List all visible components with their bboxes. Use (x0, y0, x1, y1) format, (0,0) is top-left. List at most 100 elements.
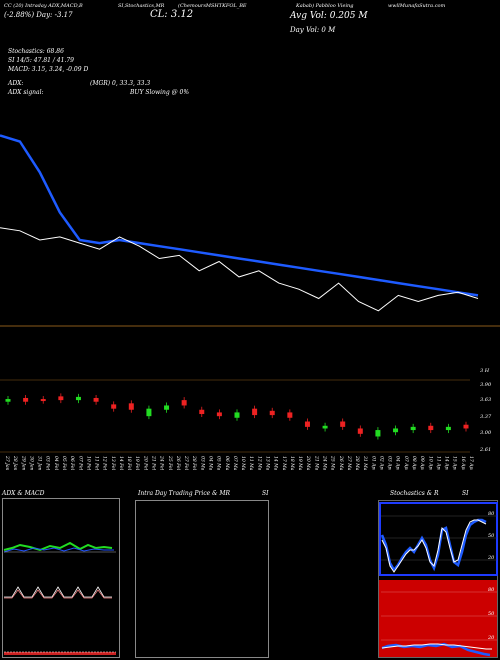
adx-readout-label: ADX: (8, 80, 24, 87)
price-line (0, 227, 479, 312)
candle-body (146, 408, 152, 417)
avg-volume: Avg Vol: 0.205 M (290, 11, 368, 21)
date-label: 18 Feb (126, 456, 132, 470)
date-label: 07 Feb (77, 456, 83, 470)
macd-readout: MACD: 3.15, 3.24, -0.09 D (8, 66, 89, 73)
close-price: CL: 3.12 (150, 9, 194, 20)
candle-body (164, 405, 170, 410)
price-axis-top-label: 3 H (480, 368, 490, 374)
stoch-panel (378, 500, 498, 658)
date-labels-group: 27 Jan 28 Jan 29 Jan 30 Jan 31 Jan 03 Feb 04 F… (4, 455, 474, 470)
date-label: 05 Feb (61, 456, 67, 470)
date-label: 31 Jan (37, 456, 43, 470)
date-label: 12 Feb (102, 456, 108, 470)
candle-body (5, 399, 11, 402)
main-chart: 27 Jan 28 Jan 29 Jan 30 Jan 31 Jan 03 Feb 04 F… (0, 134, 500, 470)
candle-body (199, 409, 205, 415)
date-label: 15 Apr (452, 456, 458, 470)
date-label: 20 Feb (142, 455, 148, 470)
date-label: 13 Mar (264, 456, 270, 470)
date-label: 09 Apr (419, 456, 425, 470)
date-label: 05 Mar (216, 456, 222, 470)
candle-body (287, 412, 293, 418)
stoch-tick-20: 20 (488, 555, 495, 561)
candle-body (111, 404, 117, 409)
date-label: 28 Mar (354, 455, 360, 470)
candle-body (428, 425, 434, 431)
candle-body (269, 410, 275, 416)
date-label: 10 Mar (240, 456, 246, 470)
candle-body (93, 397, 99, 402)
date-label: 01 Apr (370, 456, 376, 470)
date-label: 28 Feb (191, 455, 197, 470)
candle-body (375, 430, 381, 437)
date-label: 26 Mar (338, 455, 344, 470)
date-label: 19 Feb (134, 456, 140, 470)
mgr-readout: (MGR) 0, 33.3, 33.3 (90, 80, 151, 87)
date-label: 17 Apr (468, 456, 474, 470)
date-label: 02 Apr (378, 456, 384, 470)
rsi-tick-80: 80 (488, 587, 495, 593)
adx-panel-title: ADX & MACD (2, 490, 45, 497)
header-title-part-1: CC (20) Intraday ADX,MACD,B (4, 3, 83, 9)
date-label: 11 Feb (94, 456, 100, 470)
date-label: 06 Feb (69, 456, 75, 470)
candle-body (23, 397, 29, 402)
date-label: 31 Mar (362, 456, 368, 470)
date-label: 11 Mar (248, 456, 254, 470)
intraday-panel (135, 500, 269, 658)
candle-body (252, 408, 258, 416)
date-label: 13 Feb (110, 456, 116, 470)
date-label: 16 Apr (460, 456, 466, 470)
header-title-part-4: Kabab) Pabbloo Vieing (296, 3, 354, 9)
date-label: 18 Mar (289, 456, 295, 470)
intraday-panel-title: Intra Day Trading Price & MR (138, 490, 231, 497)
date-label: 30 Jan (28, 456, 34, 470)
date-label: 14 Apr (444, 456, 450, 470)
candle-body (128, 403, 134, 410)
header-title-part-2: SI,Stochastics,MR (118, 3, 165, 9)
stoch-panel-title: Stochastics & R (390, 490, 439, 497)
date-label: 21 Feb (151, 455, 157, 470)
date-label: 04 Mar (208, 456, 214, 470)
candle-body (322, 425, 328, 429)
si-readout: SI 14/5: 47.81 / 41.79 (8, 57, 74, 64)
day-volume: Day Vol: 0 M (290, 26, 336, 34)
adx-signal-label: ADX signal: (8, 89, 44, 96)
price-axis-label-1: 3.90 (480, 382, 492, 388)
price-axis-label-2: 3.63 (480, 397, 492, 403)
date-label: 06 Mar (224, 456, 230, 470)
date-label: 24 Feb (159, 455, 165, 470)
candle-body (357, 428, 363, 434)
candle-body (40, 399, 46, 402)
buy-slowing-readout: BUY Slowing @ 0% (130, 89, 190, 96)
candle-body (234, 412, 240, 418)
header-title-part-3: (ChemoursMSHTKFOL_BE (178, 3, 247, 9)
date-label: 04 Apr (395, 456, 401, 470)
candle-body (463, 424, 469, 429)
candle-body (393, 428, 399, 433)
candle-body (58, 396, 64, 401)
date-label: 27 Mar (346, 455, 352, 470)
date-label: 21 Mar (313, 455, 319, 470)
date-label: 25 Feb (167, 455, 173, 470)
candle-body (445, 426, 451, 431)
date-label: 29 Jan (20, 455, 26, 470)
moving-average-line (0, 134, 479, 297)
date-label: 26 Feb (175, 455, 181, 470)
candle-body (181, 400, 187, 406)
stochastics-readout: Stochastics: 68.86 (8, 48, 64, 55)
date-label: 19 Mar (297, 456, 303, 470)
rsi-tick-20: 20 (488, 635, 495, 641)
date-label: 03 Feb (45, 456, 51, 470)
date-label: 12 Mar (256, 456, 262, 470)
date-label: 25 Mar (330, 455, 336, 470)
price-axis-label-3: 3.37 (480, 414, 492, 420)
date-label: 03 Mar (199, 456, 205, 470)
candle-body (75, 396, 81, 401)
date-label: 14 Feb (118, 456, 124, 470)
price-axis-label-5: 2.61 (480, 447, 492, 453)
stoch-tick-50: 50 (488, 533, 495, 539)
date-label: 27 Jan (4, 455, 10, 470)
rsi-tick-50: 50 (488, 611, 495, 617)
